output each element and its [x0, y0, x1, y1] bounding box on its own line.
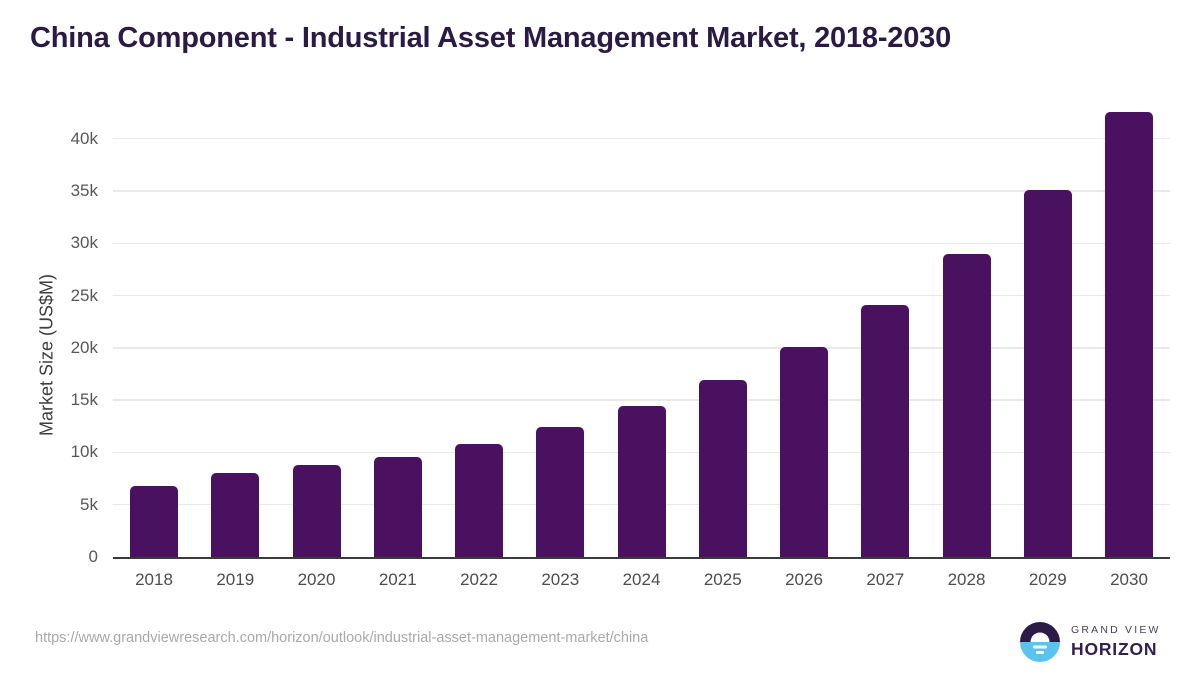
logo-text: GRAND VIEW HORIZON — [1071, 624, 1161, 660]
y-tick-label: 0 — [88, 547, 98, 566]
bar-2026 — [780, 346, 828, 557]
x-tick-label: 2023 — [541, 570, 580, 589]
page-title: China Component - Industrial Asset Manag… — [30, 22, 952, 54]
x-tick-label: 2030 — [1110, 570, 1148, 589]
y-tick-label: 40k — [70, 128, 98, 148]
x-tick-label: 2026 — [785, 570, 823, 589]
bar-2025 — [698, 380, 747, 557]
x-tick-label: 2025 — [703, 570, 742, 589]
gridline — [113, 347, 1170, 349]
y-tick-label: 25k — [70, 285, 98, 305]
y-tick-label: 10k — [70, 442, 98, 462]
x-tick-label: 2018 — [135, 570, 173, 589]
x-tick-label: 2029 — [1028, 570, 1067, 589]
y-tick-label: 5k — [80, 494, 98, 514]
logo-brand-name: GRAND VIEW — [1071, 623, 1161, 636]
logo-product-name: HORIZON — [1071, 638, 1158, 659]
x-tick-label: 2022 — [460, 570, 498, 589]
grand-view-horizon-logo: GRAND VIEW HORIZON — [1020, 621, 1161, 662]
y-tick-label: 20k — [70, 337, 98, 357]
plot-area: 0 5k 10k 15k 20k 25k 30k 35k 40k 2018 2019 2020 2021… — [71, 100, 1170, 589]
bar-2024 — [617, 406, 666, 557]
bar-2021 — [373, 456, 422, 557]
bar-2018 — [130, 485, 178, 557]
y-tick-label: 35k — [70, 180, 98, 200]
bar-2029 — [1023, 189, 1072, 557]
horizon-sun-icon — [1020, 621, 1060, 662]
source-url-link[interactable]: https://www.grandviewresearch.com/horizo… — [35, 630, 649, 646]
bar-2023 — [536, 427, 585, 557]
gridline — [113, 242, 1170, 245]
x-tick-label: 2024 — [622, 570, 661, 589]
y-tick-label: 15k — [70, 390, 98, 410]
x-tick-label: 2028 — [947, 570, 986, 589]
x-tick-label: 2019 — [216, 570, 255, 589]
bar-2030 — [1105, 111, 1153, 557]
bar-2022 — [455, 444, 503, 557]
gridline — [113, 294, 1170, 297]
x-tick-label: 2020 — [297, 570, 336, 589]
x-tick-label: 2021 — [378, 570, 417, 589]
x-tick-label: 2027 — [866, 570, 905, 589]
bar-2027 — [861, 304, 910, 557]
bar-2020 — [292, 464, 341, 557]
y-tick-label: 30k — [70, 233, 98, 253]
gridline — [113, 190, 1170, 192]
bar-2028 — [942, 253, 991, 557]
bar-2019 — [211, 473, 260, 557]
gridline — [113, 137, 1170, 140]
gridline — [113, 399, 1170, 401]
